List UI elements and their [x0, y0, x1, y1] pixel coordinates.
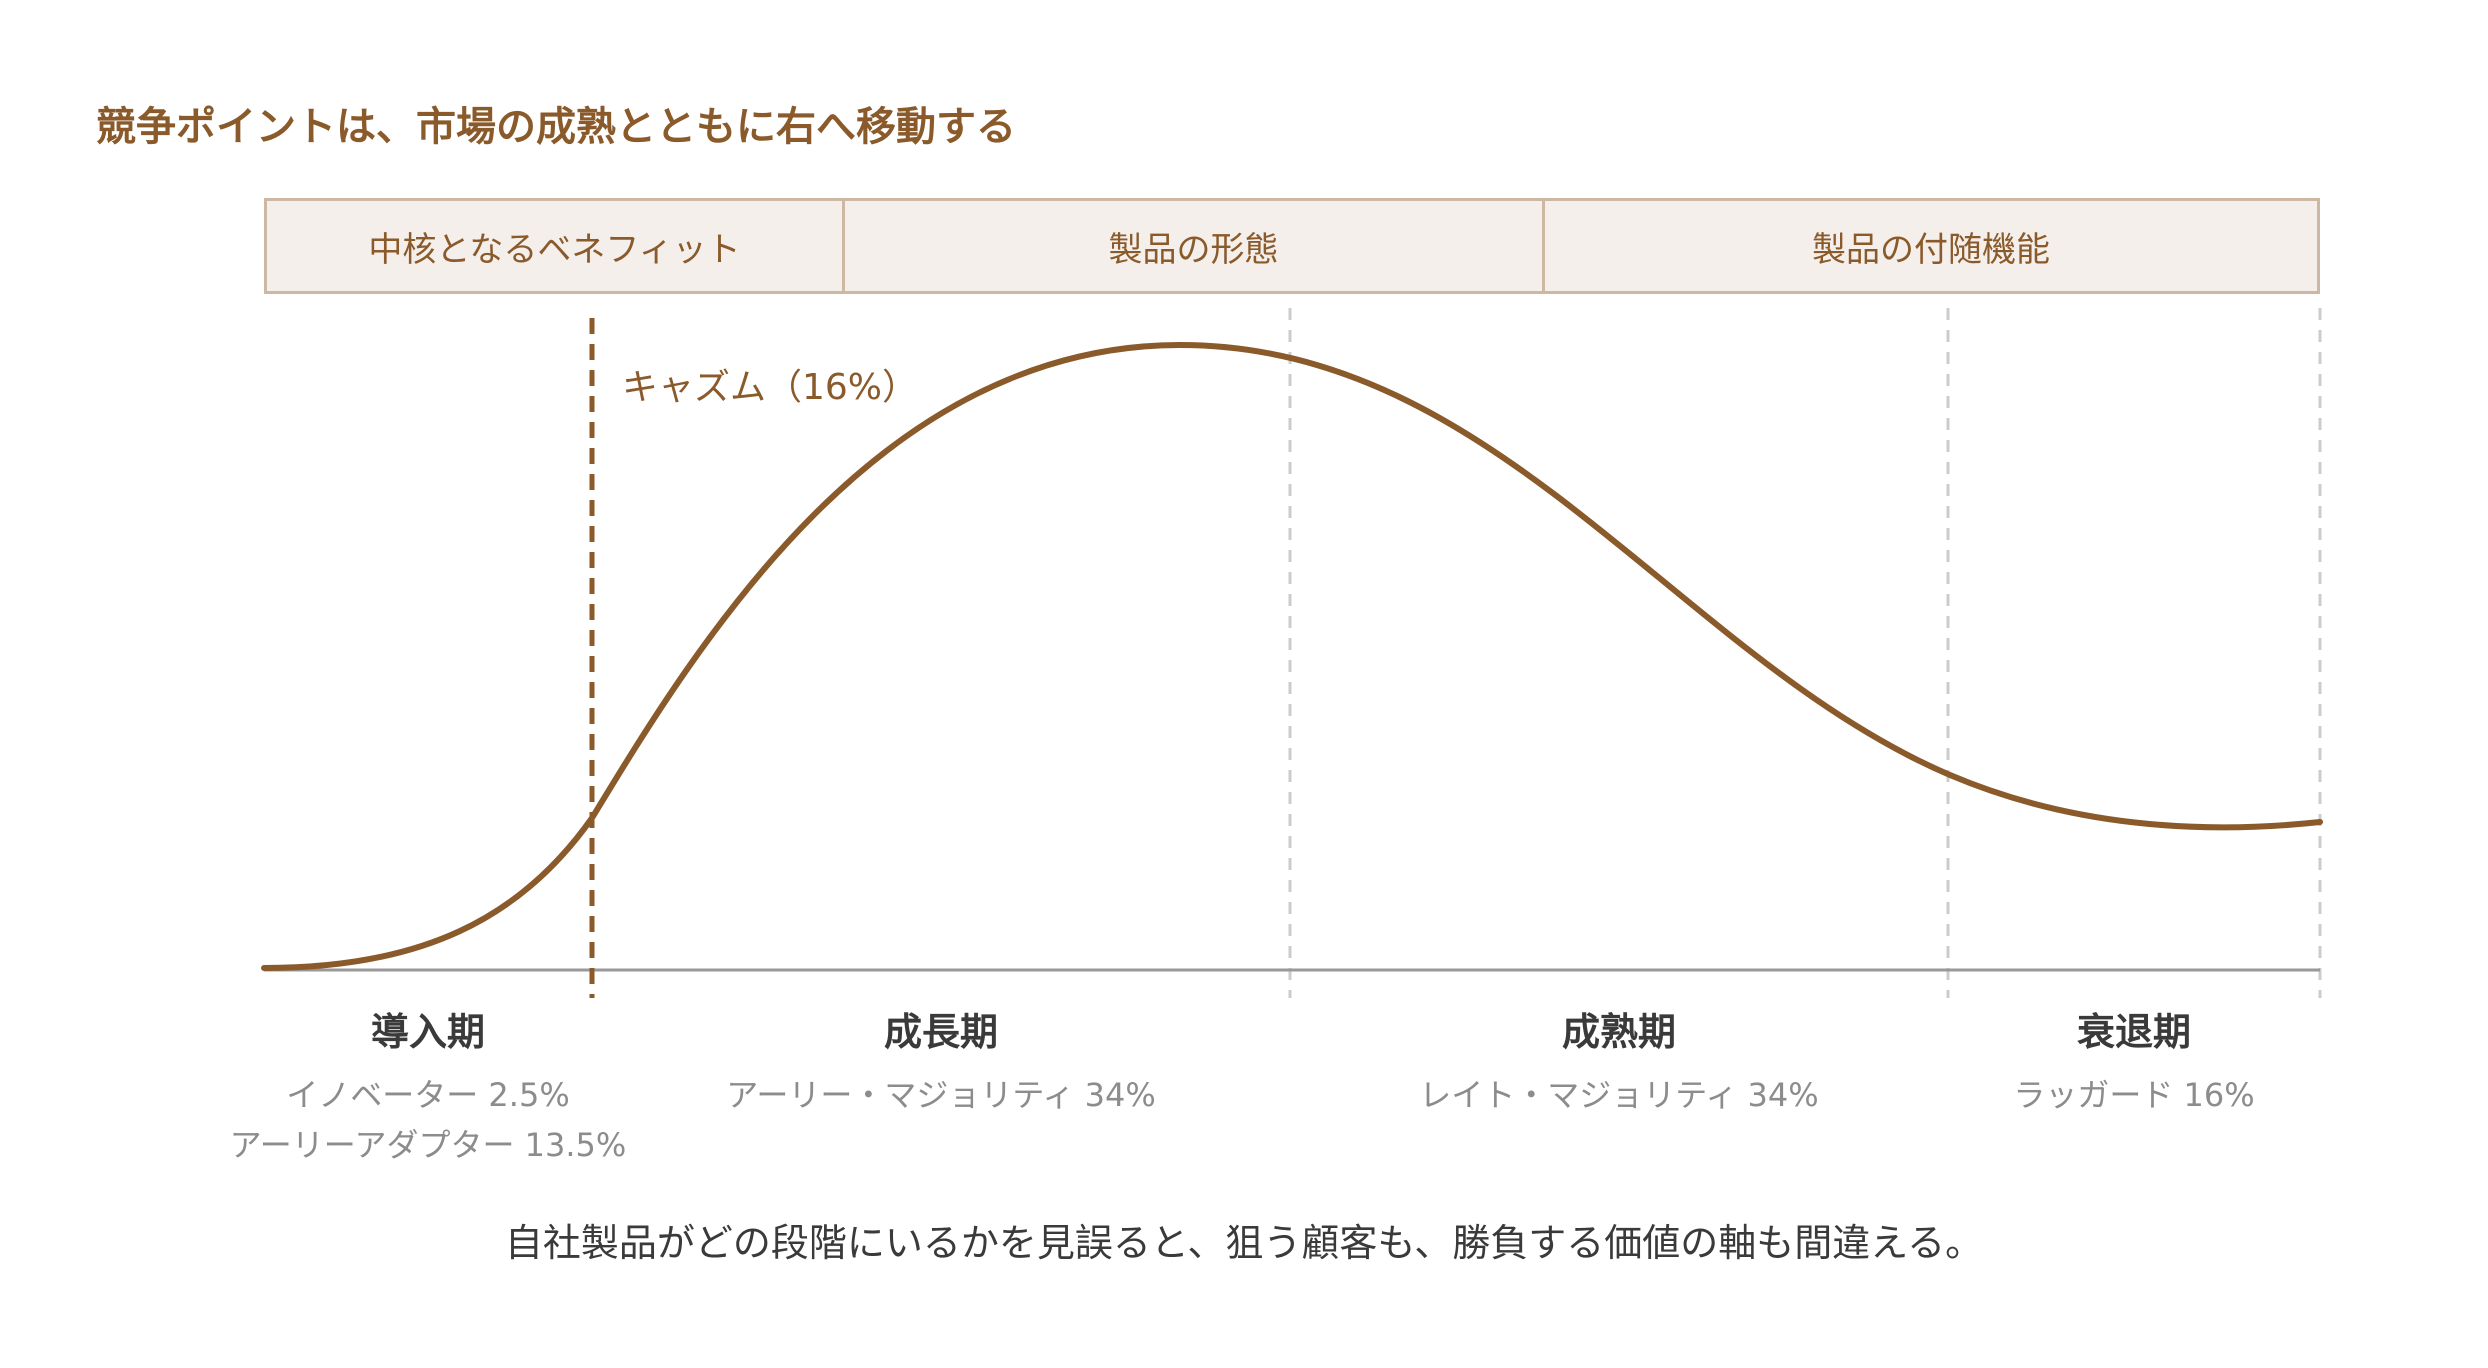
phase-name: 成長期 — [883, 1010, 998, 1054]
caption: 自社製品がどの段階にいるかを見誤ると、狙う顧客も、勝負する価値の軸も間違える。 — [504, 1221, 1984, 1265]
segment-late-majority: レイト・マジョリティ 34% — [1419, 1076, 1819, 1114]
chasm-label: キャズム（16%） — [622, 367, 919, 408]
band-product-form: 製品の形態 — [842, 201, 1542, 291]
phase-name: 導入期 — [370, 1010, 486, 1054]
segment-early-majority: アーリー・マジョリティ 34% — [726, 1076, 1156, 1114]
band-core-benefit: 中核となるベネフィット — [368, 229, 741, 270]
phase-maturity: 成熟期 レイト・マジョリティ 34% — [1419, 1008, 1818, 1120]
phase-name: 成熟期 — [1561, 1010, 1677, 1054]
phase-subtitle: イノベーター 2.5% アーリーアダプター 13.5% — [230, 1070, 627, 1170]
adoption-curve — [261, 341, 2323, 971]
phase-decline: 衰退期 ラッガード 16% — [2013, 1008, 2254, 1120]
phase-growth: 成長期 アーリー・マジョリティ 34% — [726, 1008, 1155, 1120]
band-augmented-features: 製品の付随機能 — [1542, 201, 2317, 291]
phase-subtitle: レイト・マジョリティ 34% — [1419, 1070, 1818, 1120]
segment-early-adopters: アーリーアダプター 13.5% — [229, 1126, 627, 1164]
phase-subtitle: アーリー・マジョリティ 34% — [726, 1070, 1155, 1120]
phase-subtitle: ラッガード 16% — [2013, 1070, 2254, 1120]
page-title: 競争ポイントは、市場の成熟とともに右へ移動する — [96, 104, 1016, 150]
phase-name: 衰退期 — [2076, 1010, 2191, 1054]
segment-laggards: ラッガード 16% — [2013, 1076, 2255, 1114]
phase-introduction: 導入期 イノベーター 2.5% アーリーアダプター 13.5% — [230, 1008, 627, 1170]
competition-point-bands: 中核となるベネフィット 製品の形態 製品の付随機能 — [264, 198, 2320, 294]
segment-innovators: イノベーター 2.5% — [286, 1076, 570, 1114]
